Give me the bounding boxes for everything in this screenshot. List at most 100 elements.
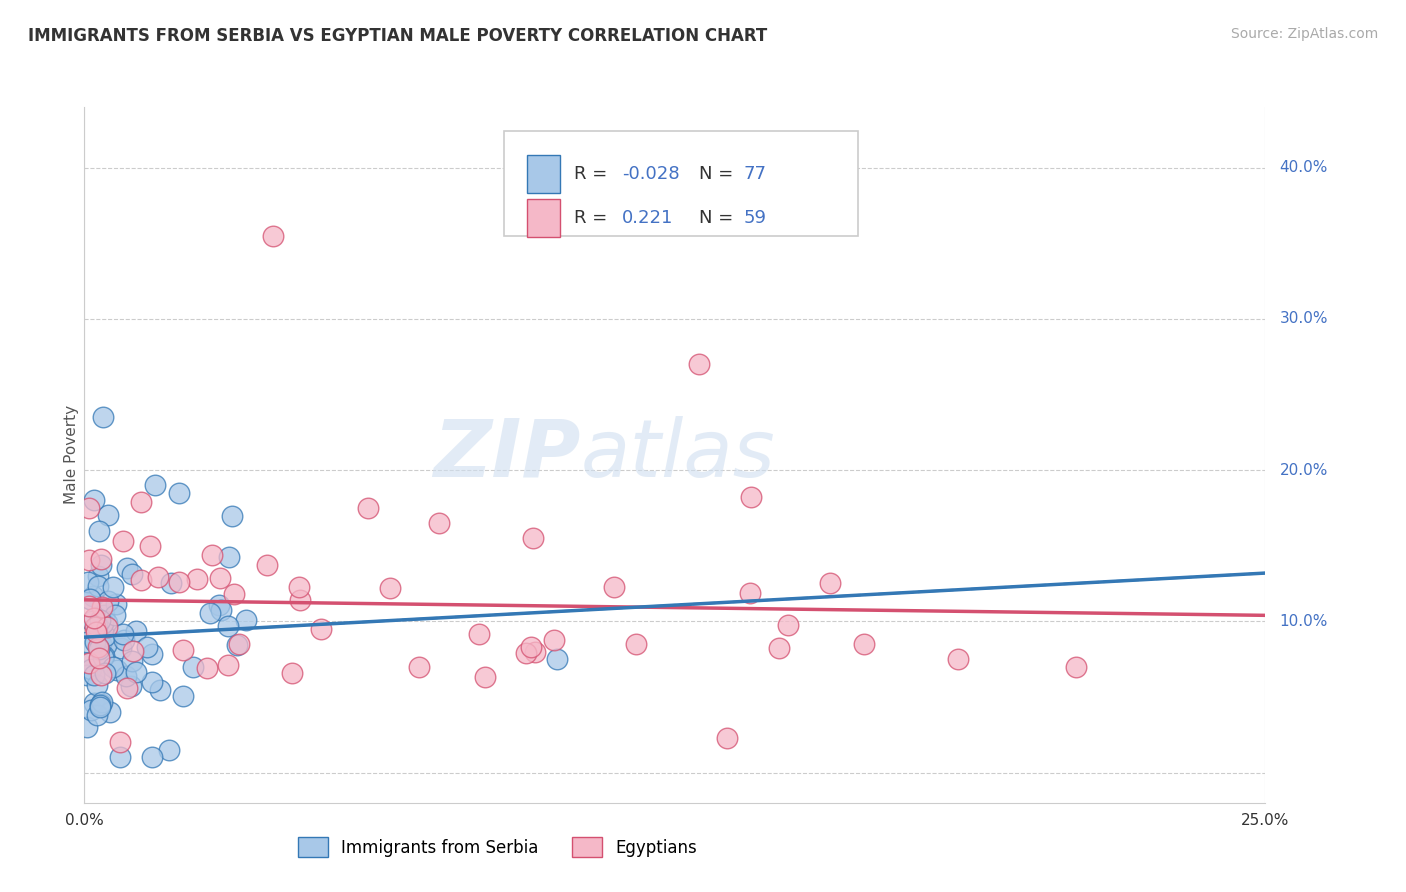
Point (86, 619, 108, 633)
Point (209, 603, 232, 617)
Point (97, 594, 120, 608)
Point (262, 228, 284, 243)
Point (217, 619, 239, 633)
Point (90, 695, 112, 709)
Text: 77: 77 (744, 165, 766, 183)
Text: 40.0%: 40.0% (1279, 160, 1327, 175)
Point (602, 580, 624, 594)
Point (87, 524, 110, 538)
Point (380, 581, 402, 595)
Point (89, 613, 111, 627)
Point (522, 531, 544, 545)
Legend: Immigrants from Serbia, Egyptians: Immigrants from Serbia, Egyptians (291, 830, 704, 864)
Text: 20.0%: 20.0% (1279, 463, 1327, 477)
Point (110, 641, 132, 656)
Point (543, 633, 565, 648)
Text: Source: ZipAtlas.com: Source: ZipAtlas.com (1230, 27, 1378, 41)
Point (117, 681, 139, 695)
Point (288, 580, 311, 594)
Y-axis label: Male Poverty: Male Poverty (63, 405, 79, 505)
Point (84, 625, 107, 640)
Point (93, 648, 115, 663)
Point (139, 539, 162, 553)
Point (108, 735, 131, 749)
Text: 0.221: 0.221 (621, 209, 673, 227)
Point (91, 649, 114, 664)
Point (83, 620, 105, 634)
Point (120, 679, 142, 693)
Point (624, 637, 647, 651)
Point (97, 508, 120, 523)
Point (408, 660, 430, 674)
Point (100, 705, 122, 719)
Point (357, 500, 380, 515)
Point (135, 640, 157, 655)
Point (110, 750, 132, 764)
Point (93, 615, 115, 630)
Point (143, 478, 166, 492)
Point (228, 637, 250, 651)
Text: ZIP: ZIP (433, 416, 581, 494)
Point (83, 493, 105, 508)
Point (209, 571, 232, 585)
Point (77, 656, 100, 670)
Point (76, 720, 98, 734)
Point (79, 592, 101, 607)
Point (281, 665, 304, 680)
Point (86, 678, 108, 692)
Point (157, 743, 180, 757)
Point (111, 627, 134, 641)
Point (546, 652, 568, 666)
Point (101, 580, 124, 594)
Point (77, 574, 100, 589)
Point (181, 660, 204, 674)
Point (80, 703, 103, 717)
Point (225, 638, 247, 652)
FancyBboxPatch shape (503, 131, 858, 235)
Point (129, 574, 152, 588)
Text: 10.0%: 10.0% (1279, 614, 1327, 629)
Point (146, 569, 169, 583)
Point (520, 640, 543, 655)
Point (768, 640, 790, 655)
Text: R =: R = (575, 165, 613, 183)
Point (80, 662, 103, 676)
Point (186, 572, 208, 586)
Point (515, 646, 537, 660)
Point (474, 670, 496, 684)
Point (235, 613, 257, 627)
Point (76, 667, 98, 681)
Text: IMMIGRANTS FROM SERBIA VS EGYPTIAN MALE POVERTY CORRELATION CHART: IMMIGRANTS FROM SERBIA VS EGYPTIAN MALE … (28, 27, 768, 45)
Point (167, 575, 190, 590)
Bar (527, 154, 561, 193)
Point (427, 516, 450, 530)
Point (105, 663, 128, 677)
Point (112, 633, 135, 648)
Point (86, 707, 108, 722)
Point (77, 553, 100, 567)
Point (96, 638, 118, 652)
Point (115, 669, 138, 683)
Point (288, 592, 311, 607)
Point (740, 490, 762, 504)
Point (309, 622, 332, 636)
Point (738, 586, 761, 600)
Point (80, 614, 103, 628)
Point (141, 750, 163, 764)
Point (91, 410, 114, 425)
Point (159, 575, 181, 590)
Point (82, 589, 104, 603)
Point (141, 647, 163, 661)
Point (87, 640, 110, 655)
Point (125, 665, 148, 680)
Point (76, 656, 98, 670)
Point (121, 567, 143, 582)
Point (112, 533, 135, 548)
Point (89, 668, 111, 682)
Point (221, 508, 243, 523)
Point (90, 637, 112, 651)
Text: 30.0%: 30.0% (1279, 311, 1327, 326)
Point (89, 699, 111, 714)
Point (1066, 659, 1088, 673)
Point (852, 637, 875, 651)
